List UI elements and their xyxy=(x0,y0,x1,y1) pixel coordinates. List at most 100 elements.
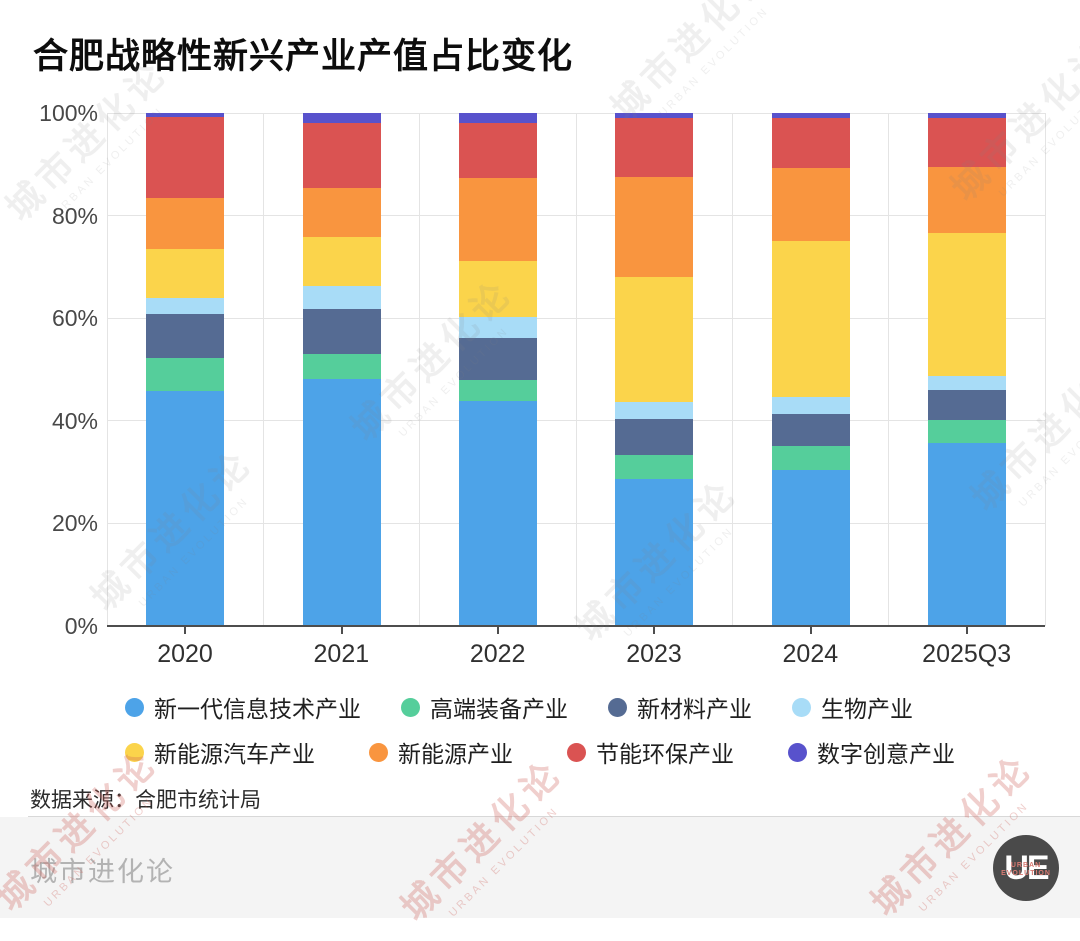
legend-item-新材料产业: 新材料产业 xyxy=(608,690,752,724)
bar-segment-新材料产业 xyxy=(302,308,381,355)
bar-segment-新材料产业 xyxy=(771,414,850,446)
y-tick-label: 40% xyxy=(51,407,98,434)
bar-segment-生物产业 xyxy=(458,317,537,339)
bar-segment-新能源汽车产业 xyxy=(458,260,537,318)
y-tick-label: 20% xyxy=(51,510,98,537)
bar-segment-新能源产业 xyxy=(927,166,1006,233)
x-tick-label: 2023 xyxy=(626,640,682,668)
bar-segment-新能源产业 xyxy=(302,187,381,238)
legend-label: 数字创意产业 xyxy=(817,741,955,767)
legend-item-数字创意产业: 数字创意产业 xyxy=(788,735,955,769)
bar-2020 xyxy=(146,113,225,626)
gridline-vertical xyxy=(731,113,733,626)
legend-label: 新材料产业 xyxy=(637,696,752,722)
bar-segment-高端装备产业 xyxy=(771,445,850,471)
bar-segment-生物产业 xyxy=(615,401,694,419)
chart-legend: 新一代信息技术产业 高端装备产业 新材料产业 生物产业 新能源汽车产业 新能源产业 节能环… xyxy=(125,690,955,780)
bar-segment-新一代信息技术产业 xyxy=(146,391,225,626)
bar-segment-数字创意产业 xyxy=(458,113,537,124)
y-tick-label: 80% xyxy=(51,202,98,229)
bar-2023 xyxy=(615,113,694,626)
legend-item-新能源产业: 新能源产业 xyxy=(369,735,513,769)
x-axis-line xyxy=(107,625,1045,627)
bar-segment-新材料产业 xyxy=(458,338,537,380)
legend-label: 节能环保产业 xyxy=(596,741,734,767)
plot-area xyxy=(106,112,1046,627)
footer-band xyxy=(0,817,1080,918)
gridline-vertical xyxy=(106,113,108,626)
bar-segment-节能环保产业 xyxy=(615,118,694,178)
legend-row-1: 新一代信息技术产业 高端装备产业 新材料产业 生物产业 xyxy=(125,690,955,724)
legend-swatch xyxy=(125,697,144,717)
bar-segment-新能源产业 xyxy=(771,167,850,242)
footer-divider xyxy=(28,816,1080,817)
bar-segment-数字创意产业 xyxy=(615,113,694,119)
brand-logo-subtext: URBAN EVOLUTION xyxy=(1001,862,1051,877)
bar-segment-数字创意产业 xyxy=(146,113,225,118)
gridline-vertical xyxy=(262,113,264,626)
bar-segment-节能环保产业 xyxy=(458,123,537,179)
legend-item-高端装备产业: 高端装备产业 xyxy=(401,690,568,724)
bar-segment-新一代信息技术产业 xyxy=(458,400,537,626)
bar-segment-新能源产业 xyxy=(458,178,537,261)
legend-item-节能环保产业: 节能环保产业 xyxy=(567,735,734,769)
bar-segment-生物产业 xyxy=(146,298,225,315)
legend-label: 新一代信息技术产业 xyxy=(154,696,361,722)
legend-swatch xyxy=(788,742,807,762)
y-tick-label: 60% xyxy=(51,305,98,332)
bar-segment-高端装备产业 xyxy=(927,419,1006,443)
legend-label: 新能源汽车产业 xyxy=(154,741,315,767)
bar-segment-生物产业 xyxy=(771,396,850,415)
x-axis-tick xyxy=(496,627,499,634)
bar-segment-新材料产业 xyxy=(615,418,694,456)
bar-2021 xyxy=(302,113,381,626)
legend-item-新一代信息技术产业: 新一代信息技术产业 xyxy=(125,690,361,724)
bar-segment-新能源汽车产业 xyxy=(302,237,381,286)
bar-segment-新一代信息技术产业 xyxy=(927,442,1006,626)
legend-item-生物产业: 生物产业 xyxy=(792,690,913,724)
bar-segment-新一代信息技术产业 xyxy=(302,378,381,626)
legend-swatch xyxy=(401,697,420,717)
bar-segment-新一代信息技术产业 xyxy=(771,470,850,626)
x-tick-label: 2021 xyxy=(313,640,370,668)
brand-logo: UE URBAN EVOLUTION xyxy=(993,835,1059,901)
bar-segment-新能源汽车产业 xyxy=(927,232,1006,377)
bar-2025Q3 xyxy=(927,113,1006,626)
x-tick-label: 2020 xyxy=(157,640,213,668)
y-tick-label: 100% xyxy=(39,100,98,126)
legend-item-新能源汽车产业: 新能源汽车产业 xyxy=(125,735,315,769)
brand-logo-text: UE xyxy=(1004,848,1049,887)
gridline-vertical xyxy=(419,113,421,626)
bar-segment-节能环保产业 xyxy=(302,123,381,188)
legend-swatch xyxy=(792,697,811,717)
bar-segment-新能源汽车产业 xyxy=(771,241,850,397)
bar-segment-新材料产业 xyxy=(146,314,225,359)
bar-segment-数字创意产业 xyxy=(927,113,1006,119)
bar-segment-新能源汽车产业 xyxy=(615,277,694,402)
legend-swatch xyxy=(608,697,627,717)
bar-2022 xyxy=(458,113,537,626)
gridline-vertical xyxy=(575,113,577,626)
bar-segment-新一代信息技术产业 xyxy=(615,478,694,626)
x-tick-label: 2022 xyxy=(469,640,526,668)
x-tick-label: 2025Q3 xyxy=(922,640,1012,668)
x-axis-tick xyxy=(809,627,812,634)
data-source-note: 数据来源：合肥市统计局 xyxy=(30,789,261,812)
bar-segment-生物产业 xyxy=(927,376,1006,391)
legend-label: 高端装备产业 xyxy=(430,696,568,722)
bar-segment-新能源汽车产业 xyxy=(146,248,225,299)
bar-segment-节能环保产业 xyxy=(771,118,850,168)
bar-segment-高端装备产业 xyxy=(146,358,225,392)
bar-segment-新能源产业 xyxy=(615,177,694,278)
legend-swatch xyxy=(125,742,144,762)
footer-brand: 城市进化论 xyxy=(30,857,175,887)
bar-segment-高端装备产业 xyxy=(615,455,694,479)
page-title: 合肥战略性新兴产业产值占比变化 xyxy=(33,37,574,76)
legend-label: 新能源产业 xyxy=(398,741,513,767)
legend-swatch xyxy=(567,742,586,762)
watermark-cn-text: 城市进化论 xyxy=(603,0,781,129)
x-axis-tick xyxy=(965,627,968,634)
bar-segment-节能环保产业 xyxy=(927,118,1006,167)
x-tick-label: 2024 xyxy=(782,640,839,668)
y-tick-label: 0% xyxy=(64,613,98,639)
